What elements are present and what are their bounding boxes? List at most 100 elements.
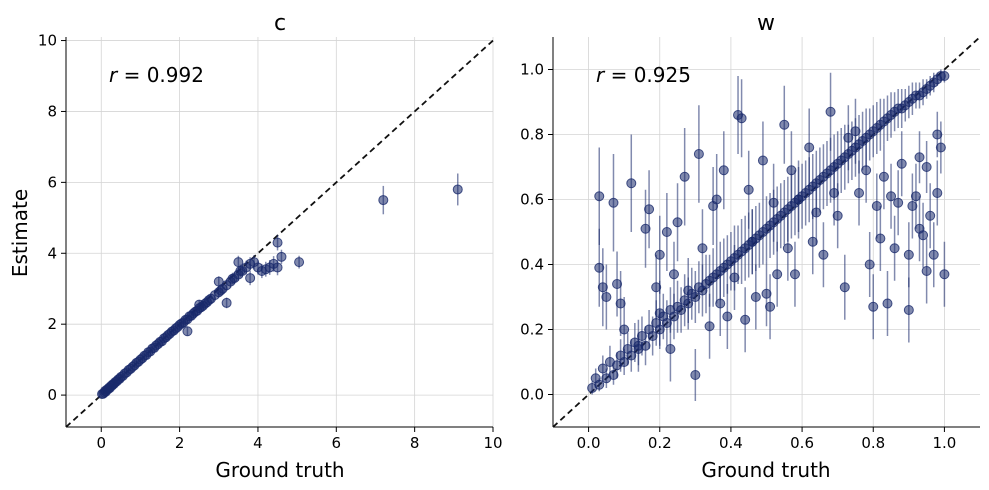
data-point-w	[665, 344, 676, 354]
data-point-w	[768, 197, 779, 208]
x-tick-label-w: 0.4	[719, 434, 743, 452]
data-point-c	[245, 273, 256, 284]
data-point-w	[925, 210, 936, 221]
data-point-w	[875, 233, 886, 244]
data-point-w	[789, 269, 800, 280]
data-point-c	[221, 297, 232, 308]
y-tick-label-w: 0.6	[520, 191, 544, 209]
data-point-w	[910, 191, 921, 202]
data-point-w	[683, 298, 694, 309]
data-point-w	[601, 292, 612, 302]
data-point-w	[690, 292, 701, 302]
data-point-w	[654, 308, 665, 319]
data-point-w	[757, 155, 768, 166]
data-point-w	[811, 207, 822, 218]
data-point-w	[818, 249, 829, 260]
data-point-w	[918, 230, 929, 241]
plot-area-w: 0.0 0.2 0.4 0.6 0.8 1.0 0.0 0.2 0.4 0.6 0.8 1.0	[520, 36, 981, 452]
data-point-w	[907, 201, 918, 211]
data-point-w	[690, 370, 701, 380]
data-point-w	[715, 298, 726, 309]
data-point-w	[711, 194, 722, 205]
data-point-c	[182, 326, 193, 337]
data-point-w	[868, 301, 879, 312]
data-point-w	[935, 142, 946, 153]
correlation-symbol-w: r	[596, 63, 606, 87]
y-tick-label-w: 0.8	[520, 126, 544, 144]
data-point-w	[864, 259, 875, 270]
data-point-w	[878, 171, 889, 182]
data-point-w	[640, 223, 651, 234]
data-point-w	[633, 340, 644, 351]
data-point-w	[921, 162, 932, 172]
data-point-w	[693, 149, 704, 159]
correlation-annotation-c: r = 0.992	[109, 63, 204, 87]
data-point-w	[722, 311, 733, 322]
y-tick-label-c: 2	[47, 315, 57, 333]
x-tick-label-c: 8	[410, 434, 420, 452]
data-point-w	[647, 331, 658, 341]
data-point-w	[651, 282, 662, 293]
y-tick-label-w: 0.2	[520, 321, 544, 339]
data-point-w	[825, 106, 836, 117]
data-point-w	[740, 314, 751, 325]
x-tick-label-w: 0.0	[577, 434, 601, 452]
data-point-w	[729, 272, 740, 283]
data-point-w	[807, 236, 818, 247]
x-tick-label-w: 0.2	[648, 434, 672, 452]
data-point-w	[619, 357, 630, 367]
data-point-w	[736, 113, 747, 124]
data-point-w	[697, 243, 708, 254]
data-point-w	[804, 142, 815, 153]
data-point-w	[718, 165, 729, 176]
data-point-w	[903, 305, 914, 315]
data-point-c	[233, 257, 244, 268]
chart-title-c: c	[274, 11, 286, 36]
data-point-w	[679, 171, 690, 182]
data-point-w	[896, 158, 907, 169]
data-point-w	[871, 201, 882, 211]
data-point-w	[939, 269, 950, 280]
data-point-w	[921, 266, 932, 276]
data-point-w	[654, 249, 665, 260]
data-point-w	[861, 165, 872, 176]
data-point-c	[452, 184, 463, 195]
data-point-w	[594, 262, 605, 273]
x-tick-label-c: 6	[332, 434, 342, 452]
data-point-w	[597, 282, 608, 293]
data-point-w	[608, 370, 619, 380]
data-point-w	[850, 126, 861, 137]
data-point-w	[626, 178, 637, 189]
y-tick-label-c: 8	[47, 102, 57, 120]
data-point-c	[213, 276, 224, 287]
data-point-w	[832, 210, 843, 221]
data-point-w	[889, 243, 900, 254]
x-axis-label-w: Ground truth	[701, 458, 830, 482]
y-axis-label: Estimate	[8, 189, 32, 277]
correlation-value-w: = 0.925	[604, 63, 691, 87]
data-point-w	[661, 227, 672, 237]
data-point-c	[272, 262, 283, 273]
data-point-w	[839, 282, 850, 293]
chart-title-w: w	[757, 11, 775, 36]
x-tick-label-w: 1.0	[932, 434, 956, 452]
data-point-w	[761, 288, 772, 299]
data-point-w	[903, 249, 914, 260]
x-tick-label-c: 10	[483, 434, 502, 452]
data-point-w	[786, 165, 797, 176]
data-point-c	[276, 251, 287, 262]
data-point-w	[750, 292, 761, 302]
data-point-w	[782, 243, 793, 254]
x-tick-label-w: 0.6	[790, 434, 814, 452]
data-point-w	[676, 305, 687, 315]
data-point-c	[294, 257, 305, 268]
y-tick-label-w: 1.0	[520, 61, 544, 79]
x-axis-label-c: Ground truth	[215, 458, 344, 482]
data-point-w	[843, 132, 854, 143]
data-point-w	[854, 188, 865, 198]
data-point-w	[893, 197, 904, 208]
data-point-w	[608, 197, 619, 208]
x-tick-label-c: 4	[253, 434, 263, 452]
data-point-w	[594, 379, 605, 390]
data-point-w	[829, 188, 840, 198]
